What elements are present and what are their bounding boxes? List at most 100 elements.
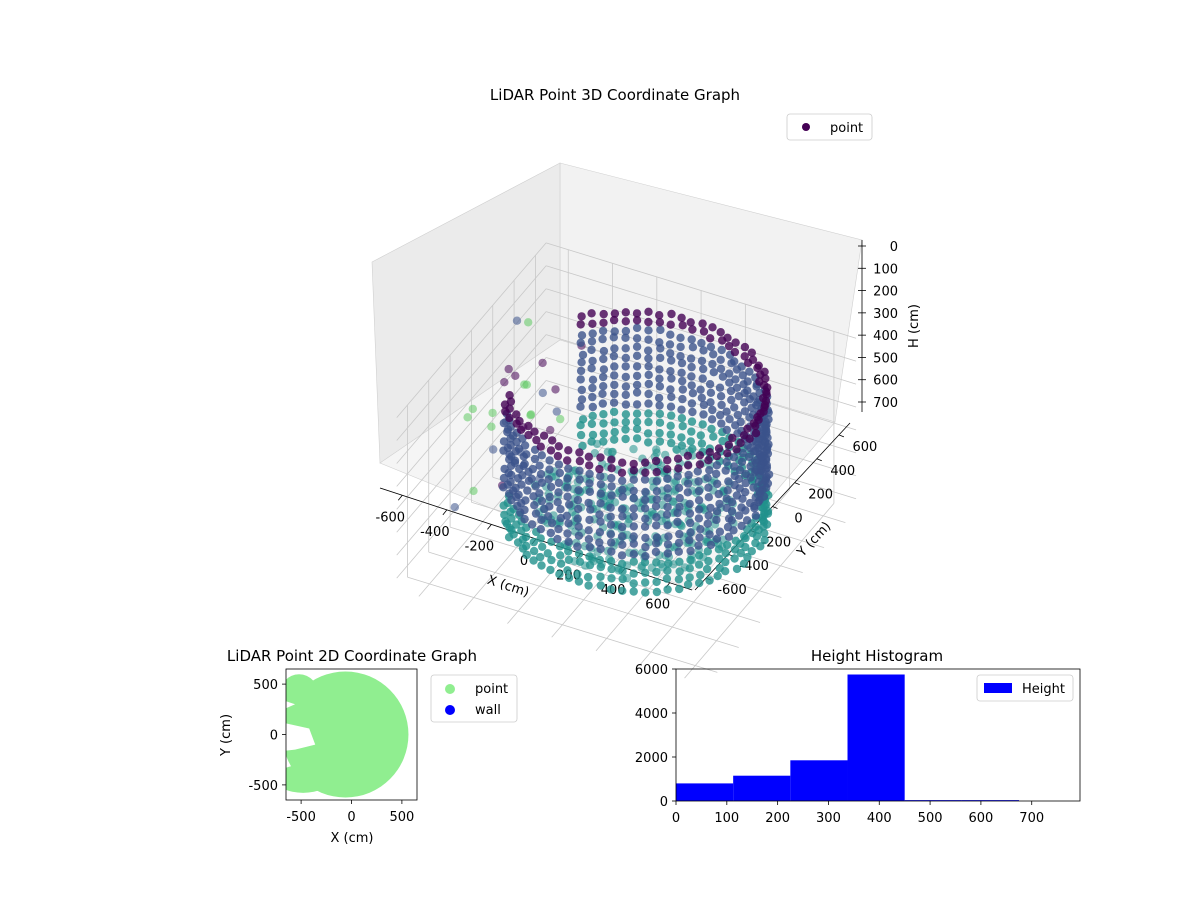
chart3d-point	[698, 374, 707, 383]
chart3d-point	[588, 375, 598, 384]
chart3d-point	[643, 429, 653, 438]
chart3d-point	[667, 309, 676, 319]
chart3d-point	[728, 433, 737, 443]
chart3d-point	[598, 389, 607, 398]
chart3d-point	[618, 586, 627, 595]
chart3d-point	[662, 574, 672, 583]
chart3d-point	[685, 564, 694, 573]
chart3d-point	[596, 562, 605, 572]
chart3d-point	[555, 542, 565, 551]
chart3d-point	[714, 545, 724, 554]
chart3d-point	[644, 326, 653, 335]
chart3d-point	[761, 374, 770, 383]
chart3d-point	[655, 365, 664, 374]
chart3d-point	[618, 522, 627, 532]
chart3d-point	[730, 403, 739, 412]
chart3d-point	[607, 464, 616, 473]
chart3d-point	[577, 312, 586, 321]
chart3d-point	[652, 477, 661, 486]
chart3d-point	[715, 554, 724, 563]
chart3d-point	[641, 588, 650, 597]
chart3d-point	[734, 511, 744, 520]
chart3d-points	[450, 307, 774, 597]
chart3d-point	[666, 330, 675, 339]
chart3d-point	[556, 505, 565, 514]
chart3d-z-label: H (cm)	[907, 304, 922, 348]
chart3d-point	[717, 419, 726, 428]
chart3d-point	[522, 380, 531, 389]
chart3d-point	[505, 523, 514, 533]
chart3d-point	[574, 531, 584, 540]
chart3d-point	[675, 502, 684, 512]
chart3d-point	[676, 333, 685, 342]
chart3d-point	[564, 519, 573, 528]
chart3d-legend-label: point	[830, 121, 863, 136]
chart3d-point	[706, 334, 715, 343]
chart3d-point	[518, 471, 527, 480]
chart3d-point	[538, 358, 547, 368]
chart2d-x-tick-label: 500	[389, 810, 414, 825]
chart3d-point	[644, 379, 653, 389]
chart3d-point	[621, 372, 630, 382]
chart3d-point	[712, 461, 722, 470]
chart3d-point	[545, 502, 554, 511]
chart3d-point	[721, 549, 730, 558]
hist-x-ticks: 0 100 200 300 400 500 600 700	[672, 801, 1044, 826]
chart3d-point	[699, 400, 709, 410]
chart3d-point	[674, 538, 684, 548]
chart3d-point	[738, 371, 747, 380]
hist-x-tick-label: 200	[765, 811, 790, 826]
grid-back-z-line	[545, 288, 857, 385]
chart3d-point	[723, 486, 732, 495]
chart3d-point	[487, 422, 496, 431]
chart3d-point	[574, 577, 584, 586]
chart3d-point	[721, 466, 730, 475]
chart3d-point	[704, 483, 713, 492]
chart3d-y-tick-label: -200	[762, 535, 792, 550]
chart3d-point	[746, 462, 755, 471]
chart3d-point	[562, 511, 572, 520]
chart3d-point	[564, 547, 573, 556]
chart3d-point	[723, 449, 732, 458]
chart3d-point	[530, 427, 539, 436]
chart3d-point	[629, 494, 638, 503]
chart2d-point-region	[286, 674, 320, 719]
chart3d-point	[632, 424, 642, 434]
chart3d-point	[617, 505, 627, 514]
chart3d-point	[564, 464, 573, 473]
chart3d-point	[651, 502, 661, 511]
chart3d-point	[588, 356, 597, 366]
chart3d-point	[577, 358, 586, 367]
chart3d-point	[610, 371, 619, 380]
chart3d-y-tick-label: 0	[794, 512, 802, 527]
chart3d-point	[574, 504, 583, 514]
chart3d-point	[632, 400, 642, 409]
chart3d-point	[654, 393, 664, 403]
chart3d-point	[731, 536, 740, 545]
hist-x-tick-label: 0	[672, 811, 680, 826]
chart3d-point	[505, 450, 514, 459]
chart3d-point	[746, 443, 755, 453]
chart3d-y-tick-label: -600	[717, 583, 747, 598]
chart3d-point	[644, 417, 653, 427]
chart3d-point	[587, 309, 596, 318]
chart3d-point	[731, 338, 740, 347]
chart3d-point	[725, 369, 734, 378]
chart3d-point	[715, 564, 724, 573]
chart3d-point	[749, 392, 758, 401]
hist-x-tick-label: 100	[714, 811, 739, 826]
chart3d-point	[596, 453, 605, 462]
chart3d-point	[759, 393, 768, 403]
chart3d-point	[577, 385, 586, 395]
chart3d-point	[529, 556, 538, 565]
chart3d-point	[673, 472, 682, 481]
chart3d-point	[506, 397, 516, 406]
chart3d-point	[516, 425, 526, 434]
chart3d-point	[717, 345, 726, 355]
chart3d-point	[607, 455, 616, 464]
chart3d-point	[576, 366, 586, 376]
chart3d-point	[588, 329, 597, 338]
chart3d-point	[617, 559, 627, 569]
chart3d-point	[556, 559, 566, 568]
chart3d-point	[730, 554, 739, 563]
